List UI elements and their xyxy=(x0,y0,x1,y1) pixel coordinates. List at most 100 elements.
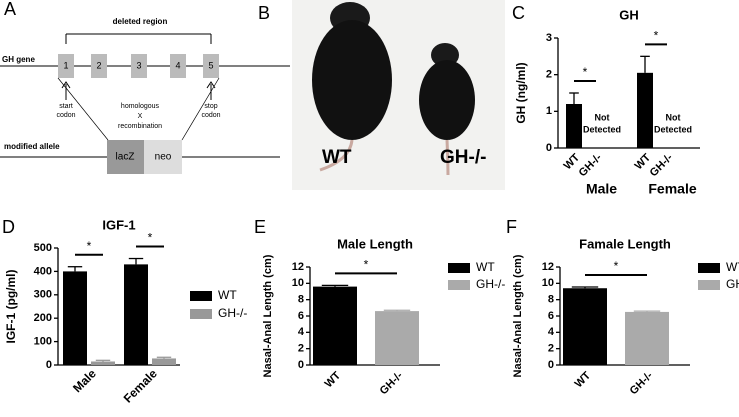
y-tick-label: 0 xyxy=(548,359,554,371)
panel-label: F xyxy=(506,217,517,237)
category-label: Male xyxy=(70,366,99,395)
significance-label: * xyxy=(654,29,659,43)
y-tick-label: 0 xyxy=(298,359,304,371)
bar xyxy=(625,311,669,365)
not-detected: Detected xyxy=(654,124,692,134)
bar xyxy=(563,288,607,365)
recombination: homologous xyxy=(121,103,160,110)
x-tick-label: GH-/- xyxy=(577,151,605,179)
stop-codon: stop xyxy=(204,103,217,110)
y-tick-label: 10 xyxy=(292,277,304,289)
bar xyxy=(637,72,653,148)
exon-label: 4 xyxy=(175,60,180,70)
significance-label: * xyxy=(583,65,588,79)
y-axis-label: IGF-1 (pg/ml) xyxy=(4,270,18,344)
neo-box xyxy=(144,140,182,174)
cassette-label: neo xyxy=(155,152,172,163)
y-tick-label: 1 xyxy=(546,105,552,117)
bar xyxy=(313,286,357,365)
stop-codon: codon xyxy=(201,112,220,119)
legend-label: WT xyxy=(218,288,237,302)
not-detected: Detected xyxy=(583,124,621,134)
arrow xyxy=(61,81,71,89)
legend-swatch xyxy=(448,263,470,273)
y-tick-label: 8 xyxy=(548,294,554,306)
lacz-box xyxy=(107,140,144,174)
y-tick-label: 300 xyxy=(34,289,52,301)
exon-label: 2 xyxy=(96,60,101,70)
panel-label: A xyxy=(4,0,16,19)
y-tick-label: 3 xyxy=(546,32,552,44)
legend-label: WT xyxy=(476,260,495,274)
exon xyxy=(131,54,147,78)
not-detected: Not xyxy=(595,112,610,122)
exon xyxy=(91,54,107,78)
significance-label: * xyxy=(364,258,369,272)
exon xyxy=(58,54,74,78)
y-tick-label: 12 xyxy=(292,261,304,273)
y-tick-label: 6 xyxy=(298,310,304,322)
legend-swatch xyxy=(190,291,212,301)
chart-title: Male Length xyxy=(337,236,413,251)
gene-label: GH gene xyxy=(2,55,35,64)
exon-label: 1 xyxy=(63,60,68,70)
allele-label: modified allele xyxy=(4,142,60,151)
exon-label: 5 xyxy=(208,60,213,70)
y-axis-label: GH (ng/ml) xyxy=(514,62,528,123)
panel-label: E xyxy=(254,217,266,237)
x-tick-label: GH-/- xyxy=(648,151,676,179)
bar xyxy=(124,264,148,365)
y-tick-label: 0 xyxy=(46,359,52,371)
bar xyxy=(375,311,419,365)
legend-swatch xyxy=(448,280,470,290)
arrow xyxy=(206,81,216,89)
region-label: deleted region xyxy=(113,17,168,26)
panel-label: D xyxy=(2,217,15,237)
not-detected: Not xyxy=(666,112,681,122)
y-tick-label: 200 xyxy=(34,312,52,324)
chart-title: Famale Length xyxy=(579,236,671,251)
bar xyxy=(566,104,582,148)
legend-label: WT xyxy=(726,260,739,274)
y-tick-label: 6 xyxy=(548,310,554,322)
mouse-tail xyxy=(445,139,450,176)
category-label: Female xyxy=(121,366,160,405)
y-tick-label: 4 xyxy=(548,326,555,338)
y-tick-label: 2 xyxy=(546,69,552,81)
bar xyxy=(152,358,176,365)
start-codon: codon xyxy=(56,112,75,119)
x-tick-label: WT xyxy=(323,369,344,390)
y-tick-label: 0 xyxy=(546,142,552,154)
y-tick-label: 500 xyxy=(34,242,52,254)
panel-label: B xyxy=(258,3,270,23)
x-tick-label: GH-/- xyxy=(378,369,406,397)
significance-label: * xyxy=(87,239,92,253)
bar xyxy=(91,361,115,365)
exon-label: 3 xyxy=(136,60,141,70)
x-tick-label: GH-/- xyxy=(628,369,656,397)
start-codon: start xyxy=(59,103,73,110)
y-tick-label: 8 xyxy=(298,294,304,306)
significance-label: * xyxy=(614,259,619,273)
photo-label: GH-/- xyxy=(440,147,486,168)
y-tick-label: 2 xyxy=(298,343,304,355)
recombination: X xyxy=(138,113,143,120)
chart-title: IGF-1 xyxy=(102,217,135,232)
recombination: recombination xyxy=(118,123,162,130)
exon xyxy=(203,54,219,78)
bar xyxy=(63,271,87,365)
y-axis-label: Nasal-Anal Length (cm) xyxy=(512,254,524,377)
cassette-label: lacZ xyxy=(116,152,135,163)
y-tick-label: 12 xyxy=(542,261,554,273)
y-tick-label: 100 xyxy=(34,336,52,348)
y-tick-label: 10 xyxy=(542,277,554,289)
category-label: Female xyxy=(648,181,696,197)
legend-swatch xyxy=(190,309,212,319)
exon xyxy=(170,54,186,78)
photo-label: WT xyxy=(322,147,352,168)
legend-swatch xyxy=(698,263,720,273)
mouse-body xyxy=(419,60,475,140)
panel-label: C xyxy=(512,3,525,23)
legend-label: GH-/- xyxy=(476,277,505,291)
